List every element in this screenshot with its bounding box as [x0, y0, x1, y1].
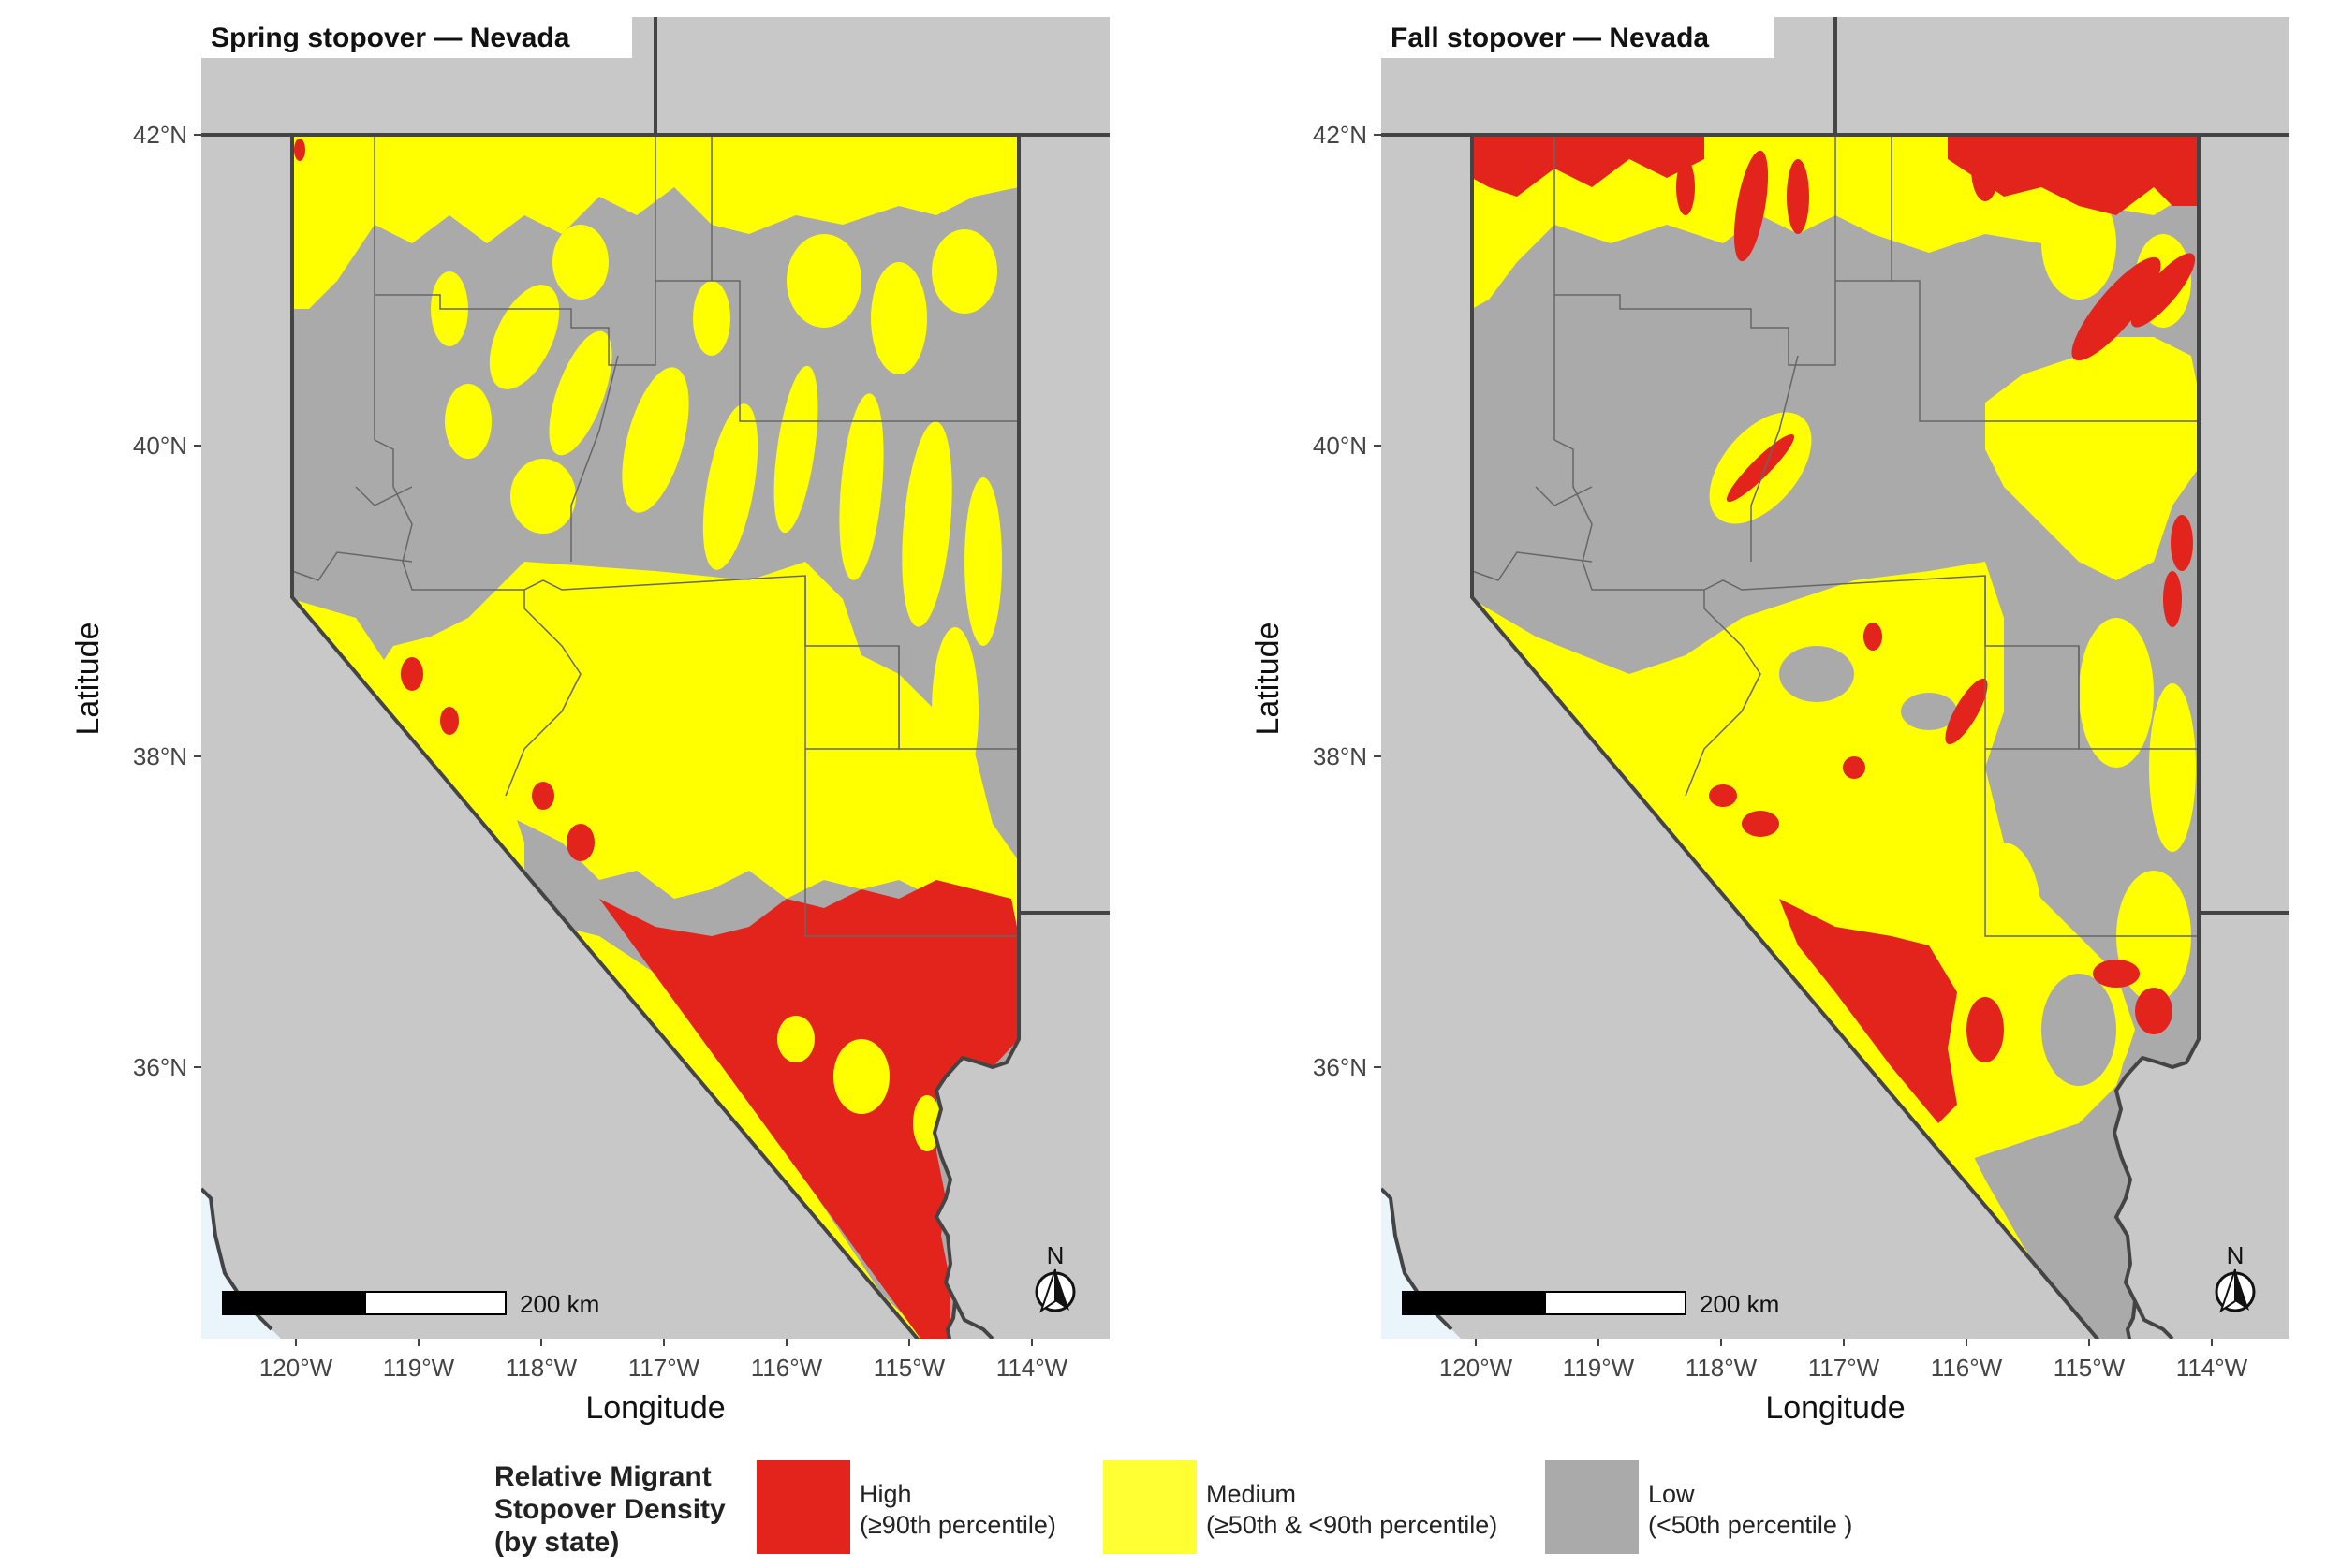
x-tick-label: 120°W	[1439, 1354, 1513, 1382]
x-tick-label: 116°W	[751, 1354, 823, 1382]
y-tick-label: 42°N	[133, 121, 187, 149]
x-tick-label: 119°W	[383, 1354, 455, 1382]
county-lines	[1471, 135, 2199, 937]
x-tick-label: 120°W	[259, 1354, 333, 1382]
legend-label-medium: Medium (≥50th & <90th percentile)	[1206, 1480, 1498, 1539]
x-tick-label: 117°W	[628, 1354, 700, 1382]
x-tick-label: 114°W	[996, 1354, 1068, 1382]
scale-bar-label: 200 km	[520, 1290, 599, 1318]
y-axis-label: Latitude	[1250, 623, 1286, 736]
county-lines	[291, 135, 1019, 937]
legend-label-high: High (≥90th percentile)	[860, 1480, 1056, 1539]
nevada-outline	[1470, 133, 2201, 1339]
y-axis-label: Latitude	[70, 623, 106, 736]
y-tick-label: 38°N	[1313, 742, 1367, 770]
spring-map: Spring stopover — Nevada 200 km N 42°N	[70, 17, 1110, 1426]
legend-title: Relative Migrant Stopover Density (by st…	[494, 1461, 726, 1558]
legend-swatch-medium	[1103, 1460, 1197, 1554]
fall-map: Fall stopover — Nevada 200 km N 42°N 40°…	[1250, 17, 2289, 1426]
scale-bar-label: 200 km	[1700, 1290, 1779, 1318]
x-axis-label: Longitude	[585, 1390, 725, 1426]
y-axis: 42°N 40°N 38°N 36°N	[133, 121, 201, 1081]
north-label: N	[2227, 1241, 2245, 1269]
legend-label-low: Low (<50th percentile )	[1648, 1480, 1853, 1539]
y-tick-label: 42°N	[1313, 121, 1367, 149]
nevada-outline	[290, 133, 1021, 1339]
panel-title: Spring stopover — Nevada	[211, 22, 570, 53]
legend-swatch-low	[1545, 1460, 1639, 1554]
y-axis: 42°N 40°N 38°N 36°N	[1313, 121, 1381, 1081]
scale-bar: 200 km	[1402, 1290, 1779, 1318]
legend-swatch-high	[757, 1460, 850, 1554]
x-tick-label: 116°W	[1931, 1354, 2003, 1382]
scale-bar: 200 km	[222, 1290, 599, 1318]
x-tick-label: 115°W	[2054, 1354, 2126, 1382]
y-tick-label: 36°N	[133, 1053, 187, 1081]
spring-map-panel: Spring stopover — Nevada 200 km N 42°N	[0, 0, 1180, 1432]
y-tick-label: 40°N	[1313, 432, 1367, 460]
north-label: N	[1047, 1241, 1065, 1269]
x-axis: 120°W 119°W 118°W 117°W 116°W 115°W 114°…	[259, 1339, 1068, 1382]
x-axis-label: Longitude	[1765, 1390, 1905, 1426]
ocean-area	[1381, 1189, 1461, 1339]
y-tick-label: 40°N	[133, 432, 187, 460]
x-tick-label: 115°W	[874, 1354, 946, 1382]
x-tick-label: 119°W	[1563, 1354, 1635, 1382]
x-axis: 120°W 119°W 118°W 117°W 116°W 115°W 114°…	[1439, 1339, 2248, 1382]
ocean-area	[201, 1189, 281, 1339]
north-arrow-icon: N	[1035, 1241, 1076, 1313]
north-arrow-icon: N	[2215, 1241, 2256, 1313]
fall-map-panel: Fall stopover — Nevada 200 km N 42°N 40°…	[1180, 0, 2341, 1432]
x-tick-label: 118°W	[506, 1354, 578, 1382]
panel-title: Fall stopover — Nevada	[1391, 22, 1709, 53]
x-tick-label: 114°W	[2176, 1354, 2248, 1382]
x-tick-label: 117°W	[1808, 1354, 1880, 1382]
y-tick-label: 36°N	[1313, 1053, 1367, 1081]
x-tick-label: 118°W	[1686, 1354, 1758, 1382]
y-tick-label: 38°N	[133, 742, 187, 770]
